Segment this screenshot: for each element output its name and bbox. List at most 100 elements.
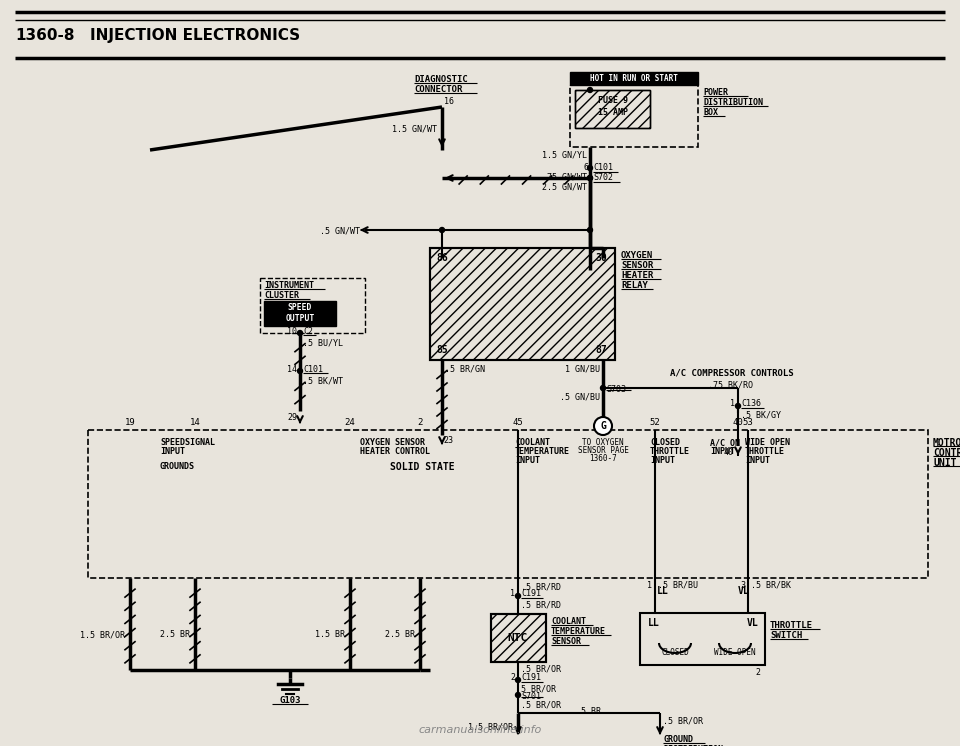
Text: THROTTLE: THROTTLE bbox=[770, 621, 813, 630]
Text: COOLANT: COOLANT bbox=[515, 438, 550, 447]
Text: 1360-7: 1360-7 bbox=[589, 454, 617, 463]
Text: THROTTLE: THROTTLE bbox=[650, 447, 690, 456]
Circle shape bbox=[588, 166, 592, 171]
Circle shape bbox=[298, 369, 302, 374]
Text: BOX: BOX bbox=[703, 108, 718, 117]
Text: INJECTION ELECTRONICS: INJECTION ELECTRONICS bbox=[90, 28, 300, 43]
Text: 10: 10 bbox=[287, 327, 297, 336]
Text: C2: C2 bbox=[303, 327, 313, 336]
Text: 86: 86 bbox=[436, 253, 447, 263]
Text: .5 BK/WT: .5 BK/WT bbox=[303, 376, 343, 385]
Text: TEMPERATURE: TEMPERATURE bbox=[551, 627, 606, 636]
Text: 3: 3 bbox=[740, 581, 745, 590]
Bar bbox=[260, 278, 365, 333]
Text: A/C COMPRESSOR CONTROLS: A/C COMPRESSOR CONTROLS bbox=[670, 368, 794, 377]
Text: 1: 1 bbox=[730, 400, 735, 409]
Text: S703: S703 bbox=[606, 385, 626, 394]
Text: .5 BR/OR: .5 BR/OR bbox=[521, 700, 561, 709]
Text: INPUT: INPUT bbox=[745, 456, 770, 465]
Text: 23: 23 bbox=[443, 436, 453, 445]
Text: .5 BR/BK: .5 BR/BK bbox=[751, 581, 791, 590]
Text: 14: 14 bbox=[287, 365, 297, 374]
Text: 2.5 BR: 2.5 BR bbox=[160, 630, 190, 639]
Text: 1 GN/BU: 1 GN/BU bbox=[565, 365, 600, 374]
Text: WIDE OPEN: WIDE OPEN bbox=[714, 648, 756, 657]
Text: 2.5 BR: 2.5 BR bbox=[385, 630, 415, 639]
Bar bbox=[491, 614, 546, 662]
Circle shape bbox=[588, 228, 592, 233]
Text: G103: G103 bbox=[279, 696, 300, 705]
Text: UNIT: UNIT bbox=[933, 458, 956, 468]
Text: SWITCH: SWITCH bbox=[770, 631, 803, 640]
Text: 1.5 GN/YL: 1.5 GN/YL bbox=[542, 150, 587, 159]
Text: .5 BR/OR: .5 BR/OR bbox=[521, 665, 561, 674]
Text: HEATER: HEATER bbox=[621, 271, 653, 280]
Text: 19: 19 bbox=[125, 418, 135, 427]
Text: 1.5 BR: 1.5 BR bbox=[315, 630, 345, 639]
Text: CLOSED: CLOSED bbox=[661, 648, 689, 657]
Text: C136: C136 bbox=[741, 400, 761, 409]
Text: RELAY: RELAY bbox=[621, 281, 648, 290]
Text: 15 AMP: 15 AMP bbox=[597, 108, 628, 117]
Text: G: G bbox=[600, 421, 606, 431]
Text: MOTRONIC: MOTRONIC bbox=[933, 438, 960, 448]
Text: 85: 85 bbox=[436, 345, 447, 355]
Text: 40: 40 bbox=[732, 418, 743, 427]
Bar bbox=[430, 248, 615, 360]
Text: LL: LL bbox=[657, 586, 669, 596]
Text: NTC: NTC bbox=[508, 633, 528, 643]
Text: S702: S702 bbox=[593, 174, 613, 183]
Text: C101: C101 bbox=[593, 163, 613, 172]
Text: 1: 1 bbox=[647, 581, 652, 590]
Text: 40: 40 bbox=[724, 448, 734, 457]
Text: .5 BU/YL: .5 BU/YL bbox=[303, 338, 343, 347]
Text: .5 BR/RD: .5 BR/RD bbox=[521, 583, 561, 592]
Text: 6: 6 bbox=[583, 163, 588, 172]
Text: OXYGEN: OXYGEN bbox=[621, 251, 653, 260]
Bar bbox=[640, 613, 765, 665]
Text: LL: LL bbox=[648, 618, 660, 628]
Text: 45: 45 bbox=[513, 418, 523, 427]
Bar bbox=[575, 90, 650, 128]
Bar bbox=[88, 430, 928, 578]
Text: 14: 14 bbox=[190, 418, 201, 427]
Circle shape bbox=[440, 228, 444, 233]
Text: .75 BK/RO: .75 BK/RO bbox=[708, 380, 753, 389]
Text: INSTRUMENT: INSTRUMENT bbox=[264, 281, 314, 290]
Text: 30: 30 bbox=[595, 253, 607, 263]
Text: CONNECTOR: CONNECTOR bbox=[414, 85, 463, 94]
Text: INPUT: INPUT bbox=[515, 456, 540, 465]
Text: 24: 24 bbox=[345, 418, 355, 427]
Bar bbox=[264, 301, 336, 326]
Text: INPUT: INPUT bbox=[710, 447, 735, 456]
Text: 1: 1 bbox=[510, 589, 515, 598]
Text: 2.5 GN/WT: 2.5 GN/WT bbox=[542, 183, 587, 192]
Text: FUSE 9: FUSE 9 bbox=[597, 96, 628, 105]
Text: COOLANT: COOLANT bbox=[551, 617, 586, 626]
Text: THROTTLE: THROTTLE bbox=[745, 447, 785, 456]
Circle shape bbox=[601, 386, 606, 390]
Text: 87: 87 bbox=[595, 345, 607, 355]
Bar bbox=[575, 90, 650, 128]
Text: CLUSTER: CLUSTER bbox=[264, 291, 299, 300]
Text: SPEEDSIGNAL: SPEEDSIGNAL bbox=[160, 438, 215, 447]
Circle shape bbox=[516, 594, 520, 598]
Circle shape bbox=[516, 692, 520, 698]
Text: 53: 53 bbox=[743, 418, 754, 427]
Text: SPEED
OUTPUT: SPEED OUTPUT bbox=[285, 304, 315, 323]
Bar bbox=[570, 72, 698, 85]
Text: GROUND: GROUND bbox=[663, 735, 693, 744]
Circle shape bbox=[588, 175, 592, 181]
Text: INPUT: INPUT bbox=[160, 447, 185, 456]
Circle shape bbox=[588, 175, 592, 181]
Text: 1.5 BR/OR: 1.5 BR/OR bbox=[468, 723, 513, 732]
Bar bbox=[430, 248, 615, 360]
Bar bbox=[491, 614, 546, 662]
Text: CLOSED: CLOSED bbox=[650, 438, 680, 447]
Text: .5 BR/RD: .5 BR/RD bbox=[521, 601, 561, 610]
Text: C191: C191 bbox=[521, 589, 541, 598]
Text: 1360-8: 1360-8 bbox=[15, 28, 75, 43]
Bar bbox=[570, 85, 698, 147]
Text: VL: VL bbox=[738, 586, 750, 596]
Text: INPUT: INPUT bbox=[650, 456, 675, 465]
